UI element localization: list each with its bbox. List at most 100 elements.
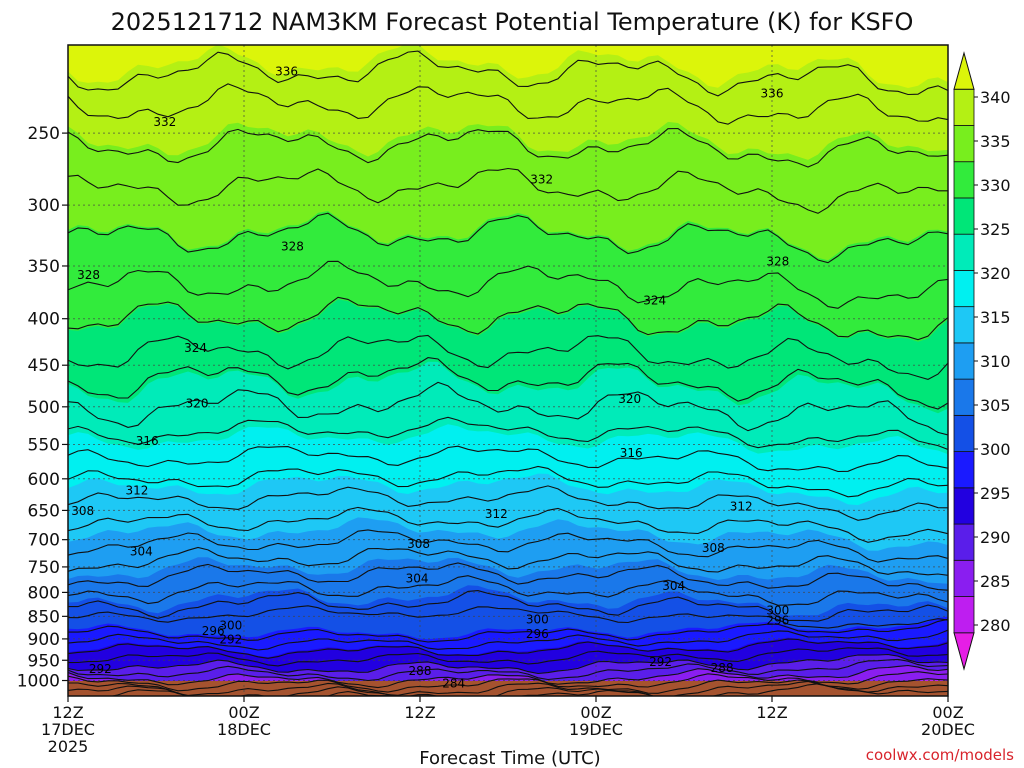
contour-282 [68,678,948,696]
x-tick-label: 2025 [48,737,89,756]
contour-328 [68,296,948,341]
contour-label-text: 300 [219,619,242,633]
contour-label: 308 [702,541,725,555]
contour-label-text: 312 [485,507,508,521]
contour-label-text: 320 [186,397,209,411]
contour-288 [68,658,948,682]
contour-336 [68,127,948,168]
contour-332 [68,212,948,264]
contour-label-text: 308 [71,504,94,518]
contour-label-text: 288 [711,661,734,675]
contour-label-text: 292 [219,632,242,646]
contour-label-text: 296 [526,627,549,641]
contour-label: 312 [485,507,508,521]
colorbar-swatch [953,306,975,344]
contour-label: 312 [125,483,148,497]
contour-label: 336 [761,86,784,100]
contour-label-text: 312 [125,483,148,497]
contour-label-text: 320 [618,392,641,406]
contour-label-text: 328 [766,254,789,268]
colorbar-swatch [953,270,975,308]
colorbar-tick-label: 330 [980,176,1011,195]
contour-label: 320 [618,392,641,406]
contour-label: 292 [89,662,112,676]
contour-322 [68,381,948,436]
contour-318 [68,445,948,473]
contour-label-text: 332 [153,115,176,129]
contour-label-text: 296 [202,624,225,638]
contour-label: 304 [130,544,153,558]
y-tick-label: 450 [28,356,60,376]
contour-label-text: 316 [136,434,159,448]
contour-280 [68,680,948,696]
contour-310 [68,529,948,563]
contour-label: 284 [442,676,465,690]
contour-label-text: 336 [761,86,784,100]
contour-label: 328 [77,268,100,282]
y-tick-label: 700 [28,531,60,551]
y-tick-label: 950 [28,651,60,671]
colorbar-tick-label: 305 [980,396,1011,415]
contour-label-text: 332 [530,172,553,186]
y-tick-label: 600 [28,470,60,490]
colorbar-swatch [953,378,975,416]
contour-340 [68,50,948,97]
x-tick-label: 18DEC [217,720,271,739]
contour-label: 292 [649,655,672,669]
contour-label: 320 [186,397,209,411]
x-tick-label: 00Z [228,703,259,722]
colorbar-tick-label: 290 [980,528,1011,547]
contour-label-text: 304 [662,579,685,593]
contour-294 [68,638,948,659]
contour-284 [68,671,948,693]
y-tick-label: 750 [28,558,60,578]
contour-label: 304 [662,579,685,593]
contour-label-text: 324 [184,341,207,355]
contour-label-text: 284 [442,676,465,690]
contour-label-text: 300 [526,613,549,627]
colorbar-swatch [953,596,975,634]
x-tick-label: 19DEC [569,720,623,739]
contour-label: 324 [184,341,207,355]
contour-label: 308 [407,537,430,551]
colorbar-swatch [953,342,975,380]
color-bands [68,45,948,696]
contour-292 [68,647,948,667]
y-tick-label: 800 [28,583,60,603]
chart-title: 2025121712 NAM3KM Forecast Potential Tem… [111,8,914,36]
colorbar-swatch [953,88,975,126]
contour-label-text: 292 [89,662,112,676]
y-tick-label: 650 [28,501,60,521]
contour-label-text: 304 [130,544,153,558]
x-tick-label: 12Z [404,703,435,722]
contour-label-text: 304 [406,571,429,585]
colorbar-swatch [953,161,975,199]
contour-label: 296 [766,613,789,627]
contour-label: 324 [643,294,666,308]
contour-312 [68,506,948,543]
y-axis: 250 300 350 400 450 500 550 600 650 700 750 800 850 9… [17,124,68,692]
x-tick-label: 00Z [580,703,611,722]
colorbar-tick-label: 335 [980,132,1011,151]
x-tick-label: 17DEC [41,720,95,739]
colorbar-tick-label: 315 [980,308,1011,327]
colorbar-swatch [953,559,975,597]
colorbar-swatch [953,414,975,452]
contour-label: 316 [620,446,643,460]
colorbar-swatch [953,197,975,235]
y-tick-label: 250 [28,124,60,144]
plot-frame [67,44,949,697]
x-tick-label: 12Z [52,703,83,722]
credit-text: coolwx.com/models [866,746,1014,764]
y-tick-label: 550 [28,435,60,455]
contour-300 [68,605,948,629]
colorbar-tick-label: 320 [980,264,1011,283]
contour-label: 312 [730,500,753,514]
contour-298 [68,618,948,643]
contour-label: 332 [153,115,176,129]
contour-308 [68,546,948,576]
contour-label: 296 [526,627,549,641]
contour-label: 300 [526,613,549,627]
contour-316 [68,465,948,498]
